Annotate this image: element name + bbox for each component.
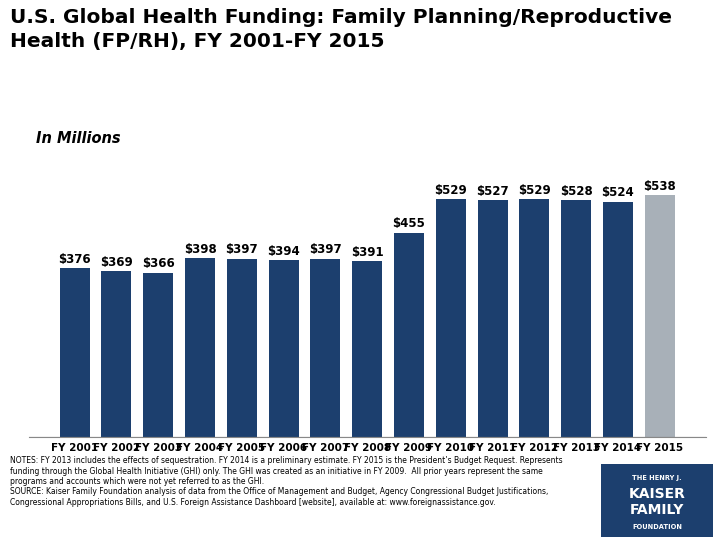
Text: $455: $455 <box>392 218 426 231</box>
Text: $397: $397 <box>225 244 258 256</box>
Text: $524: $524 <box>602 186 634 199</box>
Bar <box>394 233 424 437</box>
Bar <box>352 261 382 437</box>
Text: $529: $529 <box>518 184 551 197</box>
Text: $527: $527 <box>477 185 509 198</box>
Text: THE HENRY J.: THE HENRY J. <box>632 475 682 481</box>
Bar <box>436 199 466 437</box>
Bar <box>477 200 508 437</box>
Text: $397: $397 <box>309 244 342 256</box>
Text: $529: $529 <box>434 184 467 197</box>
Text: $394: $394 <box>267 245 300 258</box>
Bar <box>519 199 549 437</box>
Text: KAISER: KAISER <box>629 487 685 501</box>
Text: In Millions: In Millions <box>35 131 120 146</box>
Bar <box>269 260 299 437</box>
Bar <box>143 273 174 437</box>
Text: U.S. Global Health Funding: Family Planning/Reproductive
Health (FP/RH), FY 2001: U.S. Global Health Funding: Family Plann… <box>10 8 672 51</box>
Text: FOUNDATION: FOUNDATION <box>632 524 682 530</box>
Text: $398: $398 <box>184 243 217 256</box>
Text: $538: $538 <box>644 180 676 193</box>
Bar <box>102 271 132 437</box>
Bar <box>227 259 257 437</box>
Bar <box>644 195 675 437</box>
Bar <box>561 200 591 437</box>
Bar <box>603 201 633 437</box>
Bar <box>310 259 341 437</box>
Text: Request: Request <box>636 470 684 480</box>
Text: FAMILY: FAMILY <box>630 503 684 517</box>
Text: $391: $391 <box>351 246 384 259</box>
Bar <box>185 258 215 437</box>
Text: $369: $369 <box>100 256 132 269</box>
Text: $528: $528 <box>560 185 593 198</box>
Text: $376: $376 <box>58 253 91 266</box>
Bar <box>60 268 90 437</box>
Text: NOTES: FY 2013 includes the effects of sequestration. FY 2014 is a preliminary e: NOTES: FY 2013 includes the effects of s… <box>10 456 563 507</box>
Text: $366: $366 <box>142 258 174 271</box>
